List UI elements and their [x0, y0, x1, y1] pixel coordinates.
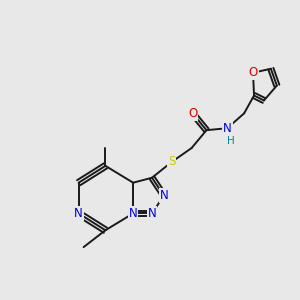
- Text: N: N: [74, 207, 83, 220]
- Text: H: H: [227, 136, 235, 146]
- Text: N: N: [223, 122, 232, 135]
- Text: N: N: [160, 189, 168, 202]
- Text: S: S: [168, 155, 176, 168]
- Text: O: O: [248, 66, 258, 79]
- Text: N: N: [148, 207, 156, 220]
- Text: O: O: [188, 107, 197, 120]
- Text: N: N: [129, 207, 137, 220]
